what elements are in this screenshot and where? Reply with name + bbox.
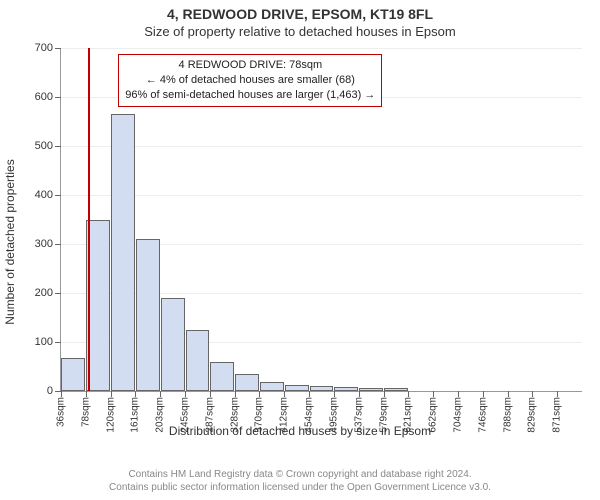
infobox-line1: 4 REDWOOD DRIVE: 78sqm [125,58,375,73]
y-tick [55,146,61,147]
y-tick [55,48,61,49]
highlight-infobox: 4 REDWOOD DRIVE: 78sqm ← 4% of detached … [118,54,382,107]
y-tick-label: 600 [35,91,53,103]
footer-line1: Contains HM Land Registry data © Crown c… [0,468,600,481]
histogram-bar [310,386,334,391]
gridline [61,48,582,49]
histogram-bar [285,385,309,391]
x-tick-label: 36sqm [56,397,67,427]
footer-attribution: Contains HM Land Registry data © Crown c… [0,468,600,494]
gridline [61,195,582,196]
y-tick-label: 300 [35,238,53,250]
y-tick-label: 400 [35,189,53,201]
y-axis-label: Number of detached properties [3,159,17,324]
histogram-bar [161,298,185,391]
y-tick-label: 100 [35,336,53,348]
histogram-bar [186,330,210,391]
y-tick-label: 700 [35,42,53,54]
histogram-bar [235,374,259,391]
y-tick [55,244,61,245]
infobox-line2: ← 4% of detached houses are smaller (68) [125,73,375,88]
histogram-bar [111,114,135,391]
gridline [61,146,582,147]
histogram-bar [86,220,110,392]
y-tick-label: 0 [47,385,53,397]
histogram-bar [61,358,85,391]
plot-region: 4 REDWOOD DRIVE: 78sqm ← 4% of detached … [60,48,582,392]
page-subtitle: Size of property relative to detached ho… [0,22,600,43]
footer-line2: Contains public sector information licen… [0,481,600,494]
histogram-bar [359,388,383,391]
histogram-bar [136,239,160,391]
y-tick [55,293,61,294]
x-axis-label: Distribution of detached houses by size … [0,424,600,438]
histogram-bar [384,388,408,391]
y-tick [55,342,61,343]
y-tick [55,195,61,196]
x-tick-label: 78sqm [80,397,91,427]
histogram-bar [334,387,358,391]
page-title: 4, REDWOOD DRIVE, EPSOM, KT19 8FL [0,0,600,22]
histogram-bar [260,382,284,391]
y-tick-label: 200 [35,287,53,299]
y-tick-label: 500 [35,140,53,152]
histogram-bar [210,362,234,391]
highlight-line [88,48,90,391]
y-tick [55,97,61,98]
chart-area: Number of detached properties 4 REDWOOD … [0,44,600,440]
infobox-line3: 96% of semi-detached houses are larger (… [125,88,375,103]
